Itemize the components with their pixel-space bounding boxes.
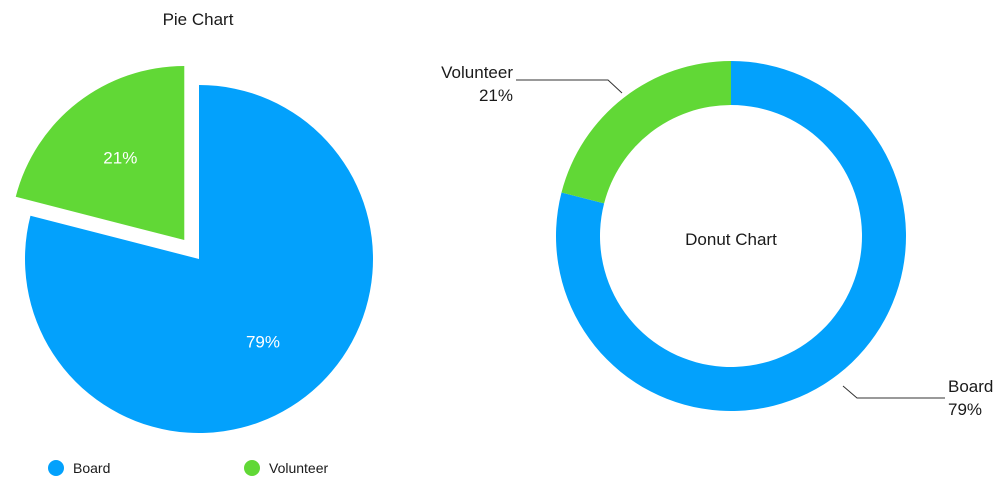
donut-callout-board-value: 79% — [948, 400, 982, 419]
legend-swatch-board — [48, 460, 64, 476]
pie-slice-board — [25, 85, 374, 433]
legend-label-volunteer: Volunteer — [269, 460, 328, 476]
donut-leader-volunteer — [516, 79, 623, 94]
pie-chart: Pie Chart 79% 21% Board Volunteer — [15, 10, 374, 476]
legend-swatch-volunteer — [244, 460, 260, 476]
pie-slice-volunteer — [15, 66, 185, 241]
legend-label-board: Board — [73, 460, 110, 476]
donut-leader-board — [842, 385, 945, 399]
legend-item-volunteer: Volunteer — [244, 460, 328, 476]
legend-item-board: Board — [48, 460, 110, 476]
donut-callout-volunteer-value: 21% — [479, 86, 513, 105]
donut-callout-board-name: Board — [948, 377, 993, 396]
donut-chart-title: Donut Chart — [685, 230, 777, 249]
pie-label-volunteer: 21% — [103, 149, 137, 168]
donut-slice-volunteer — [561, 61, 731, 204]
pie-label-board: 79% — [246, 332, 280, 351]
donut-chart: Donut Chart Volunteer 21% Board 79% — [441, 61, 993, 419]
pie-chart-title: Pie Chart — [163, 10, 234, 29]
donut-callout-volunteer-name: Volunteer — [441, 63, 513, 82]
pie-legend: Board Volunteer — [48, 460, 328, 476]
